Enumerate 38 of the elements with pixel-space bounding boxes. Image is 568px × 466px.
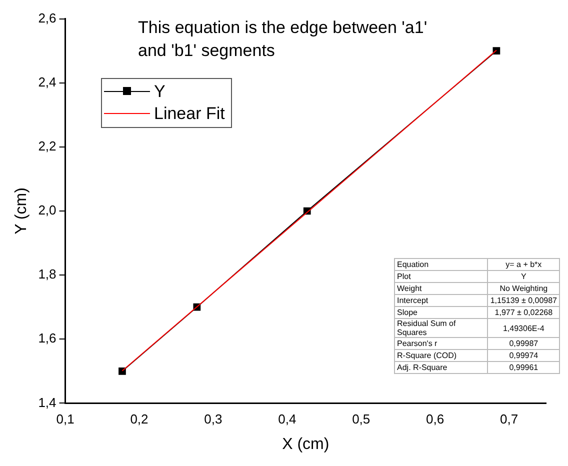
annotation: Plot [394, 270, 488, 282]
annotation: 1,15139 ± 0,00987 [488, 294, 560, 306]
x-tick-label: 0,7 [500, 412, 518, 427]
annotation: Equation [394, 258, 488, 270]
annotation: Adj. R-Square [394, 362, 488, 374]
annotation: Residual Sum of Squares [394, 318, 488, 338]
legend-label: Y [154, 82, 166, 102]
annotation: 1,977 ± 0,02268 [488, 306, 560, 318]
annotation: Y [488, 270, 560, 282]
y-tick-label: 2,6 [38, 10, 56, 26]
annotation: 1,49306E-4 [488, 318, 560, 338]
point [118, 367, 126, 375]
y-tick-label: 2,2 [38, 138, 56, 154]
x-tick-label: 0,2 [130, 412, 148, 427]
y-axis-title: Y (cm) [13, 188, 30, 234]
y-tick-label: 1,6 [38, 330, 56, 346]
y-tick-label: 1,4 [38, 394, 56, 410]
y-tick-label: 2,0 [38, 202, 56, 218]
x-tick-label: 0,3 [204, 412, 222, 427]
annotation: Pearson's r [394, 338, 488, 350]
y-tick-label: 2,4 [38, 74, 56, 90]
annotation: Intercept [394, 294, 488, 306]
annotation: Slope [394, 306, 488, 318]
annotation: R-Square (COD) [394, 350, 488, 362]
x-tick-label: 0,1 [56, 412, 74, 427]
legend-label: Linear Fit [154, 104, 225, 124]
annotation: y= a + b*x [488, 258, 560, 270]
y-tick-label: 1,8 [38, 266, 56, 282]
x-axis-title: X (cm) [282, 436, 330, 453]
x-tick-label: 0,5 [352, 412, 370, 427]
annotation: Weight [394, 282, 488, 294]
x-tick-label: 0,6 [426, 412, 444, 427]
annotation: No Weighting [488, 282, 560, 294]
annotation: 0,99987 [488, 338, 560, 350]
x-tick-label: 0,4 [278, 412, 296, 427]
annotation: 0,99961 [488, 362, 560, 374]
annotation: This equation is the edge between 'a1' and 'b1' segments [138, 17, 428, 62]
annotation: 0,99974 [488, 350, 560, 362]
